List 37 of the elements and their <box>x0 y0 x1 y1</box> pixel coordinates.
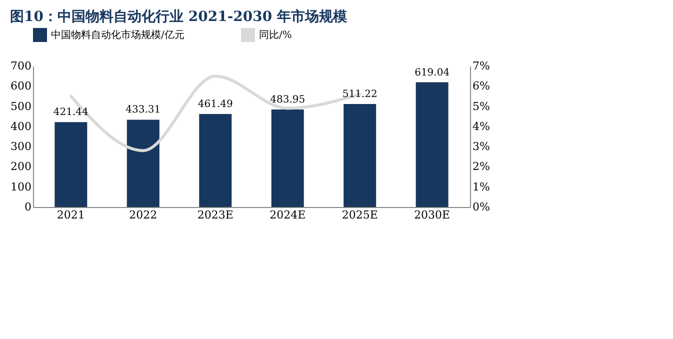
x-tick-label: 2023E <box>197 208 234 222</box>
bar <box>126 120 160 207</box>
y2-tick-label: 5% <box>472 100 490 113</box>
y2-tick-label: 0% <box>472 200 490 214</box>
bar <box>199 114 232 207</box>
y2-tick-label: 1% <box>472 180 490 194</box>
x-tick-label: 2025E <box>342 208 378 222</box>
bar <box>271 110 304 207</box>
y-tick-label: 500 <box>10 100 32 113</box>
y-tick-label: 100 <box>10 180 32 194</box>
x-tick-label: 2021 <box>56 208 85 222</box>
legend-label: 中国物料自动化市场规模/亿元 <box>51 29 184 41</box>
x-tick-label: 2030E <box>414 208 450 222</box>
y2-tick-label: 3% <box>472 140 490 154</box>
data-label: 433.31 <box>126 104 161 116</box>
y2-tick-label: 2% <box>472 160 490 174</box>
data-label: 461.49 <box>198 99 233 110</box>
x-tick-label: 2022 <box>129 208 158 222</box>
y-tick-label: 700 <box>10 60 32 72</box>
data-label: 511.22 <box>342 89 378 100</box>
y2-tick-label: 6% <box>472 80 490 93</box>
legend-label: 同比/% <box>259 29 292 41</box>
bar <box>54 122 88 207</box>
y-tick-label: 0 <box>24 200 32 214</box>
data-label: 619.04 <box>414 67 450 78</box>
bar <box>416 82 448 207</box>
y2-tick-label: 7% <box>472 60 490 72</box>
data-label: 483.95 <box>270 94 306 106</box>
x-tick-label: 2024E <box>270 208 306 222</box>
chart-title: 图10：中国物料自动化行业 2021-2030 年市场规模 <box>10 8 348 25</box>
y-tick-label: 600 <box>10 80 32 93</box>
y-tick-label: 200 <box>10 160 32 174</box>
y-tick-label: 300 <box>10 140 32 154</box>
bar <box>344 104 376 207</box>
y2-tick-label: 4% <box>472 120 490 133</box>
data-label: 421.44 <box>53 107 88 118</box>
y-tick-label: 400 <box>10 120 32 133</box>
